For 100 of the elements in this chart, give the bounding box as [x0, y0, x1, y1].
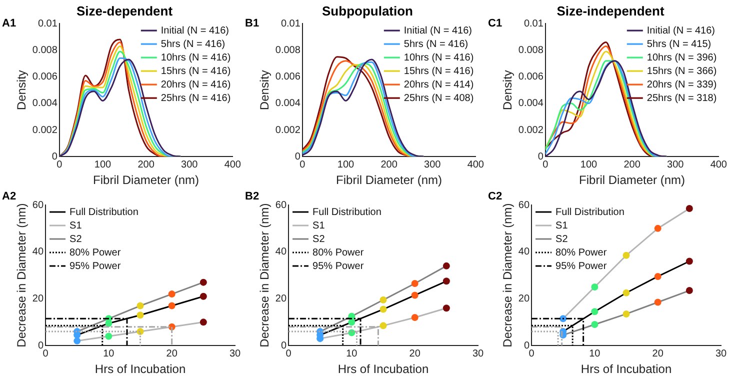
legend-label: 95% Power — [312, 260, 364, 272]
legend-label: Full Distribution — [556, 206, 624, 218]
x-tick-label: 30 — [472, 348, 484, 360]
y-tick-label: 40 — [518, 246, 530, 258]
y-axis-title: Decrease in Diameter (nm) — [500, 203, 515, 348]
x-axis-title: Fibril Diameter (nm) — [93, 173, 200, 188]
y-axis-title: Decrease in Diameter (nm) — [258, 203, 272, 348]
y-tick-label: 20 — [518, 293, 530, 304]
legend-label: 80% Power — [70, 247, 122, 258]
y-tick-label: 40 — [275, 246, 287, 258]
y-axis-title: Decrease in Diameter (nm) — [14, 203, 29, 348]
legend-label: 5hrs (N = 416) — [160, 38, 226, 50]
legend-label: 20hrs (N = 416) — [160, 79, 231, 90]
text: B2 — [245, 190, 260, 203]
y-tick-label: 0.01 — [280, 18, 301, 30]
x-tick-label: 300 — [424, 159, 442, 170]
x-tick-label: 10 — [103, 348, 115, 360]
y-tick-label: 0 — [38, 340, 44, 352]
x-tick-label: 100 — [337, 159, 355, 170]
legend-label: 15hrs (N = 416) — [160, 66, 231, 77]
x-tick-label: 300 — [181, 159, 198, 170]
legend-label: 95% Power — [70, 260, 122, 272]
y-tick-label: 0.008 — [518, 44, 544, 56]
chart-title: Size-dependent — [76, 3, 174, 18]
y-tick-label: 0 — [294, 151, 301, 162]
legend-label: Full Distribution — [312, 206, 382, 218]
y-axis-title: Density — [14, 70, 29, 110]
x-tick-label: 200 — [624, 159, 641, 170]
legend-label: S2 — [556, 234, 568, 245]
x-tick-label: 100 — [94, 159, 112, 170]
y-tick-label: 0.006 — [32, 72, 58, 83]
x-tick-label: 10 — [346, 348, 358, 360]
legend-label: 25hrs (N = 408) — [404, 92, 474, 104]
x-tick-label: 20 — [409, 348, 421, 360]
legend-label: S2 — [312, 234, 326, 245]
y-tick-label: 0.006 — [275, 72, 301, 83]
x-axis-title: Fibril Diameter (nm) — [579, 173, 686, 188]
y-tick-label: 40 — [32, 246, 44, 258]
x-tick-label: 30 — [229, 348, 241, 360]
text: A1 — [2, 18, 16, 30]
x-axis-title: Hrs of Incubation — [580, 362, 672, 376]
legend-label: Initial (N = 416) — [646, 25, 715, 36]
text: C2 — [488, 190, 502, 203]
legend-label: 25hrs (N = 318) — [646, 92, 717, 104]
y-tick-label: 0.004 — [518, 98, 544, 110]
x-tick-label: 200 — [380, 159, 398, 170]
y-tick-label: 0 — [538, 151, 544, 162]
y-tick-label: 0.002 — [275, 124, 301, 136]
x-tick-label: 400 — [467, 159, 484, 170]
x-axis-title: Fibril Diameter (nm) — [336, 173, 442, 188]
x-tick-label: 300 — [667, 159, 684, 170]
y-tick-label: 0 — [52, 151, 58, 162]
legend-label: 5hrs (N = 415) — [646, 38, 712, 50]
y-axis-title: Density — [258, 70, 272, 110]
x-tick-label: 400 — [224, 159, 242, 170]
legend-label: 10hrs (N = 396) — [646, 52, 717, 64]
x-axis-title: Hrs of Incubation — [94, 362, 186, 376]
text: B1 — [245, 18, 260, 30]
legend-label: S1 — [70, 220, 82, 232]
legend-label: 20hrs (N = 414) — [404, 79, 474, 90]
y-tick-label: 0.002 — [518, 124, 544, 136]
x-tick-label: 400 — [710, 159, 728, 170]
x-tick-label: 10 — [589, 348, 601, 360]
x-tick-label: 20 — [652, 348, 664, 360]
y-tick-label: 0 — [280, 340, 287, 352]
y-tick-label: 20 — [275, 293, 287, 304]
y-tick-label: 60 — [275, 200, 287, 211]
y-tick-label: 0.008 — [32, 44, 58, 56]
legend-label: 10hrs (N = 416) — [160, 52, 231, 64]
text: C1 — [488, 18, 502, 30]
legend-label: S1 — [556, 220, 568, 232]
y-tick-label: 0.004 — [32, 98, 58, 110]
y-tick-label: 0.008 — [275, 44, 301, 56]
x-tick-label: 100 — [580, 159, 598, 170]
legend-label: 5hrs (N = 416) — [404, 38, 468, 50]
legend-label: S1 — [312, 220, 326, 232]
legend-label: Initial (N = 416) — [404, 25, 472, 36]
legend-label: Initial (N = 416) — [160, 25, 229, 36]
legend-label: 20hrs (N = 339) — [646, 79, 717, 90]
y-tick-label: 0.002 — [32, 124, 58, 136]
y-tick-label: 0.006 — [518, 72, 544, 83]
x-tick-label: 30 — [715, 348, 727, 360]
legend-label: 80% Power — [556, 247, 608, 258]
y-tick-label: 0.004 — [275, 98, 301, 110]
y-tick-label: 0 — [524, 340, 530, 352]
y-tick-label: 60 — [518, 200, 530, 211]
legend-label: 25hrs (N = 416) — [160, 92, 231, 104]
y-tick-label: 0.01 — [38, 18, 58, 30]
y-tick-label: 60 — [32, 200, 44, 211]
chart-title: Size-independent — [556, 3, 665, 18]
legend-label: 15hrs (N = 416) — [404, 66, 474, 77]
y-tick-label: 0.01 — [524, 18, 544, 30]
legend-label: Full Distribution — [70, 206, 138, 218]
x-tick-label: 20 — [166, 348, 178, 360]
x-axis-title: Hrs of Incubation — [338, 362, 429, 376]
x-tick-label: 200 — [138, 159, 155, 170]
y-axis-title: Density — [500, 70, 515, 110]
legend-label: 95% Power — [556, 260, 608, 272]
legend-label: 10hrs (N = 416) — [404, 52, 474, 64]
chart-title: Subpopulation — [322, 3, 414, 18]
